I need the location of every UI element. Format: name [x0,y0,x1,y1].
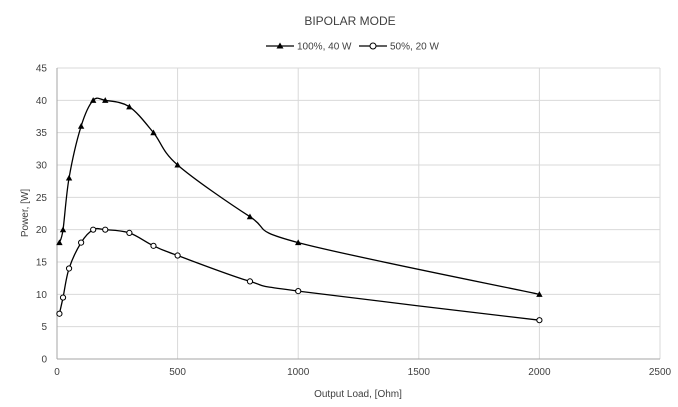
y-tick-label-40: 40 [36,96,48,107]
data-point [89,97,97,103]
legend: 100%, 40 W 50%, 20 W [266,42,439,53]
data-point [126,229,133,236]
x-tick-label-2500: 2500 [649,367,672,378]
series-line-1 [58,97,540,295]
x-tick-label-1000: 1000 [287,367,310,378]
data-point [150,242,157,249]
data-point [536,291,543,297]
series-2 [56,226,543,324]
y-tick-label-20: 20 [36,225,48,236]
y-tick-label-10: 10 [36,290,48,301]
data-point [246,213,254,220]
data-point [102,97,109,103]
data-point [90,226,97,233]
y-tick-label-0: 0 [41,355,47,366]
x-axis-label: Output Load, [Ohm] [314,389,402,400]
y-tick-label-45: 45 [36,64,48,75]
y-tick-label-30: 30 [36,161,48,172]
data-point [102,226,109,233]
series [56,97,543,324]
data-point [536,317,543,324]
series-1 [56,97,543,297]
x-tick-label-0: 0 [54,367,60,378]
y-tick-label-15: 15 [36,258,48,269]
x-tick-label-1500: 1500 [408,367,431,378]
tick-labels: 0 5 10 15 20 25 30 35 40 45 0 500 1000 1500 2000 2500 [36,64,672,379]
data-point [174,252,181,259]
data-point [65,174,73,181]
y-axis-label: Power, [W] [20,189,31,238]
legend-label-series-2: 50%, 20 W [390,42,439,53]
data-point [246,278,254,285]
data-point [56,239,63,246]
data-point [295,239,302,246]
y-tick-label-25: 25 [36,193,48,204]
x-tick-label-500: 500 [169,367,186,378]
data-point [295,288,302,295]
data-point [59,226,67,233]
axes [56,68,660,360]
y-tick-label-5: 5 [41,322,47,333]
gridlines [57,67,661,359]
data-point [174,161,181,168]
data-point [126,103,133,110]
data-point [77,123,85,129]
data-point [150,129,157,136]
chart-title: BIPOLAR MODE [304,14,395,28]
y-tick-label-35: 35 [36,128,48,139]
legend-marker-series-1 [276,42,284,49]
data-point [59,294,67,301]
data-point [56,310,63,317]
x-tick-label-2000: 2000 [528,367,551,378]
data-point [78,239,85,246]
legend-marker-series-2 [369,42,377,50]
data-point [65,265,73,272]
legend-label-series-1: 100%, 40 W [297,42,352,53]
